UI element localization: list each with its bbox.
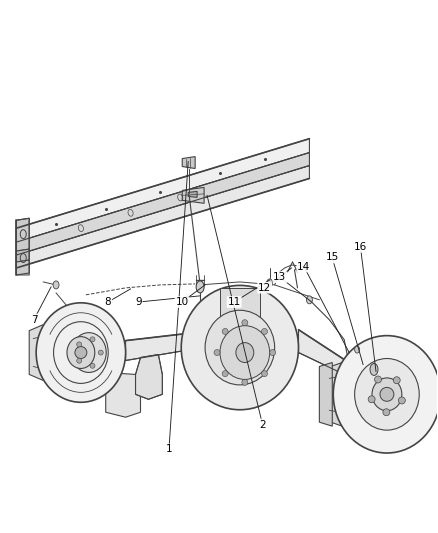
Text: 1: 1 — [166, 445, 172, 455]
Polygon shape — [298, 330, 344, 375]
Circle shape — [222, 370, 228, 377]
Circle shape — [383, 409, 390, 416]
Ellipse shape — [220, 326, 270, 379]
Polygon shape — [16, 139, 309, 242]
Text: 8: 8 — [105, 297, 111, 307]
Circle shape — [242, 379, 248, 385]
Ellipse shape — [355, 346, 360, 353]
Ellipse shape — [71, 333, 106, 373]
Circle shape — [75, 346, 87, 359]
Text: 11: 11 — [228, 297, 241, 307]
Text: 15: 15 — [325, 253, 339, 262]
Circle shape — [393, 377, 400, 384]
Ellipse shape — [333, 336, 438, 453]
Circle shape — [261, 328, 268, 334]
Polygon shape — [135, 354, 162, 399]
Text: 9: 9 — [135, 297, 142, 307]
Ellipse shape — [372, 378, 402, 411]
Circle shape — [399, 397, 405, 404]
Ellipse shape — [67, 337, 95, 368]
Polygon shape — [16, 260, 29, 275]
Ellipse shape — [267, 279, 273, 287]
Polygon shape — [16, 249, 29, 262]
Polygon shape — [182, 188, 204, 203]
Polygon shape — [16, 218, 29, 251]
Text: 13: 13 — [273, 272, 286, 282]
Text: 7: 7 — [31, 314, 37, 325]
Ellipse shape — [36, 303, 126, 402]
Text: 10: 10 — [176, 297, 189, 307]
Circle shape — [90, 364, 95, 368]
Polygon shape — [322, 362, 352, 426]
Ellipse shape — [236, 343, 254, 362]
Polygon shape — [188, 191, 197, 197]
Ellipse shape — [181, 285, 298, 410]
Polygon shape — [106, 373, 141, 417]
Polygon shape — [319, 362, 332, 426]
Ellipse shape — [196, 281, 204, 293]
Ellipse shape — [355, 359, 419, 430]
Circle shape — [270, 350, 276, 356]
Polygon shape — [16, 152, 309, 255]
Circle shape — [98, 350, 103, 355]
Circle shape — [77, 358, 81, 363]
FancyBboxPatch shape — [220, 288, 260, 318]
Circle shape — [242, 320, 248, 326]
Polygon shape — [182, 157, 195, 168]
Ellipse shape — [307, 296, 312, 304]
Ellipse shape — [53, 281, 59, 289]
Circle shape — [368, 396, 375, 403]
Circle shape — [380, 387, 394, 401]
Polygon shape — [126, 330, 220, 360]
Circle shape — [222, 328, 228, 334]
Ellipse shape — [205, 310, 275, 385]
Text: 16: 16 — [354, 242, 367, 252]
Circle shape — [77, 342, 81, 347]
Circle shape — [261, 370, 268, 377]
Ellipse shape — [370, 364, 378, 375]
Circle shape — [374, 376, 381, 383]
Polygon shape — [356, 352, 369, 366]
Polygon shape — [29, 325, 53, 381]
Text: 14: 14 — [297, 262, 311, 271]
Polygon shape — [16, 166, 309, 268]
Text: 2: 2 — [259, 419, 266, 430]
Circle shape — [214, 350, 220, 356]
Text: 12: 12 — [258, 282, 271, 293]
Circle shape — [90, 337, 95, 342]
